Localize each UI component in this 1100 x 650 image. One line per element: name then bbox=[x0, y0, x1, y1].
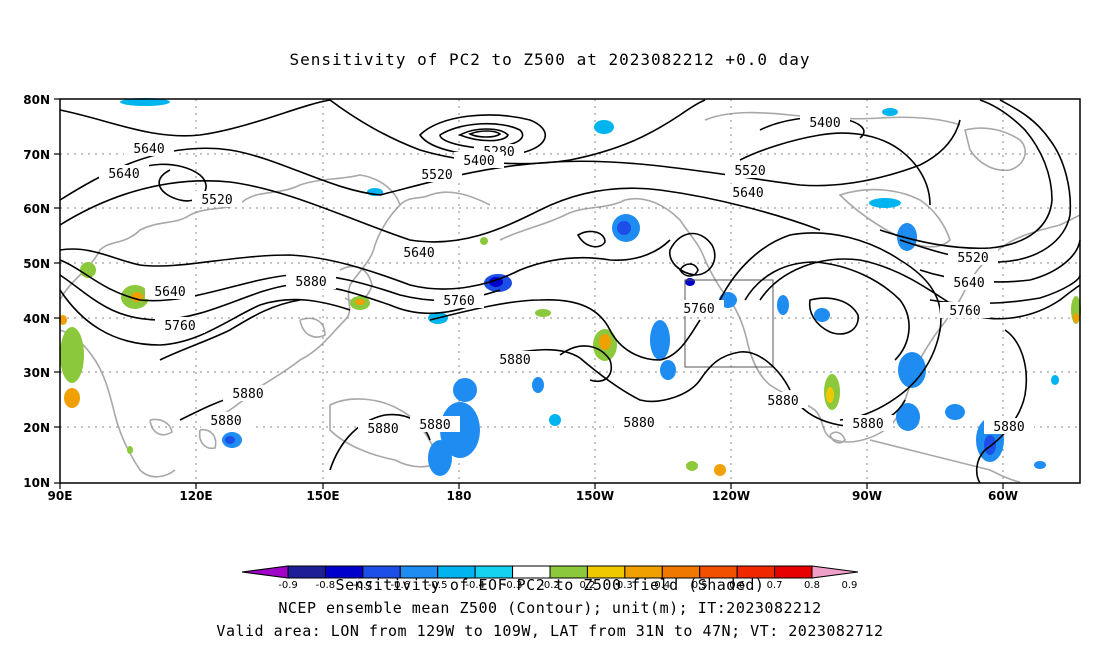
colorbar-tick-label: 0.4 bbox=[654, 580, 670, 591]
colorbar-segment bbox=[811, 565, 859, 579]
lat-label: 20N bbox=[23, 421, 50, 435]
contour-label: 5400 bbox=[463, 154, 494, 169]
colorbar-tick-label: -0.4 bbox=[465, 580, 485, 591]
caption-contour: NCEP ensemble mean Z500 (Contour); unit(… bbox=[278, 599, 822, 617]
contour-label: 5880 bbox=[499, 353, 530, 368]
contour-label: 5520 bbox=[734, 164, 765, 179]
lat-label: 10N bbox=[23, 476, 50, 490]
contour-label: 5880 bbox=[767, 394, 798, 409]
valid-area-box bbox=[684, 279, 774, 368]
tick-marks bbox=[54, 98, 1004, 489]
lon-label: 150E bbox=[306, 489, 339, 503]
lat-label: 50N bbox=[23, 257, 50, 271]
lon-label: 150W bbox=[576, 489, 614, 503]
colorbar-tick-label: 0.2 bbox=[579, 580, 595, 591]
lat-label: 30N bbox=[23, 366, 50, 380]
contour-label: 5400 bbox=[809, 116, 840, 131]
colorbar-tick-label: 0.6 bbox=[729, 580, 745, 591]
colorbar-tick-label: -0.9 bbox=[278, 580, 298, 591]
contour-label: 5640 bbox=[133, 142, 164, 157]
caption-valid-area: Valid area: LON from 129W to 109W, LAT f… bbox=[216, 622, 884, 640]
chart-title: Sensitivity of PC2 to Z500 at 2023082212… bbox=[289, 50, 811, 69]
contour-label: 5880 bbox=[232, 387, 263, 402]
lon-label: 120E bbox=[179, 489, 212, 503]
contour-label: 5760 bbox=[164, 319, 195, 334]
contour-label: 5880 bbox=[367, 422, 398, 437]
contour-label: 5520 bbox=[957, 251, 988, 266]
colorbar-tick-label: 0.7 bbox=[767, 580, 783, 591]
colorbar-tick-label: -0.6 bbox=[391, 580, 411, 591]
lat-label: 60N bbox=[23, 202, 50, 216]
lon-label: 90E bbox=[48, 489, 73, 503]
contour-label: 5640 bbox=[953, 276, 984, 291]
contour-label: 5880 bbox=[295, 275, 326, 290]
contour-label: 5520 bbox=[201, 193, 232, 208]
contour-label: 5760 bbox=[683, 302, 714, 317]
contour-label: 5640 bbox=[403, 246, 434, 261]
lat-label: 80N bbox=[23, 93, 50, 107]
lon-label: 90W bbox=[852, 489, 882, 503]
lat-label: 40N bbox=[23, 312, 50, 326]
colorbar-tick-label: -0.7 bbox=[353, 580, 373, 591]
contour-label: 5640 bbox=[154, 285, 185, 300]
colorbar-tick-label: -0.2 bbox=[540, 580, 560, 591]
colorbar-tick-label: 0.8 bbox=[804, 580, 820, 591]
contour-label: 5880 bbox=[210, 414, 241, 429]
z500-contours bbox=[59, 99, 1081, 484]
colorbar-tick-label: -0.3 bbox=[503, 580, 523, 591]
contour-label: 5640 bbox=[108, 167, 139, 182]
colorbar-tick-label: 0.3 bbox=[617, 580, 633, 591]
lon-label: 60W bbox=[988, 489, 1018, 503]
map-frame bbox=[59, 98, 1081, 484]
colorbar-tick-label: -0.5 bbox=[428, 580, 448, 591]
colorbar-tick-label: -0.8 bbox=[316, 580, 336, 591]
contour-label: 5520 bbox=[421, 168, 452, 183]
contour-label: 5880 bbox=[623, 416, 654, 431]
contour-label: 5880 bbox=[993, 420, 1024, 435]
colorbar-tick-label: 0.5 bbox=[692, 580, 708, 591]
colorbar-tick-label: 0.9 bbox=[841, 580, 857, 591]
colorbar: -0.9 -0.8 -0.7 -0.6 -0.5 -0.4 -0.3 -0.2 0.2 0.3 0.… bbox=[241, 565, 859, 591]
contour-label: 5880 bbox=[852, 417, 883, 432]
contour-label: 5760 bbox=[949, 304, 980, 319]
contour-label: 5880 bbox=[419, 418, 450, 433]
lon-label: 120W bbox=[712, 489, 750, 503]
contour-label: 5640 bbox=[732, 186, 763, 201]
lat-label: 70N bbox=[23, 148, 50, 162]
contour-labels: 5640 5640 5520 5280 5400 5520 5520 5640 … bbox=[99, 114, 1034, 437]
contour-label: 5760 bbox=[443, 294, 474, 309]
lon-label: 180 bbox=[446, 489, 471, 503]
caption-shaded: Sensitivity of EOF PC2 to Z500 field (Sh… bbox=[335, 576, 765, 594]
